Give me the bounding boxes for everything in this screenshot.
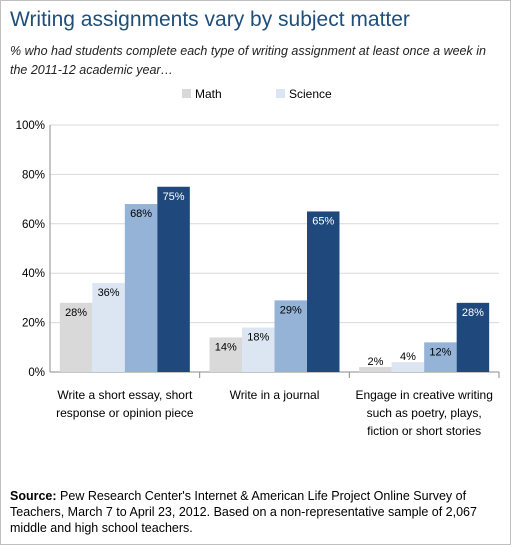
legend-swatch xyxy=(182,89,191,98)
y-tick-label: 80% xyxy=(22,169,45,181)
y-tick-label: 40% xyxy=(22,268,45,280)
legend-label: Science xyxy=(289,87,332,101)
bar xyxy=(307,211,340,372)
category-label: fiction or short stories xyxy=(367,424,481,438)
data-label: 75% xyxy=(163,191,185,203)
category-label: Write a short essay, short xyxy=(57,388,193,402)
category-label: such as poetry, plays, xyxy=(367,406,482,420)
bar xyxy=(359,367,392,372)
source-label: Source: xyxy=(10,489,57,503)
chart-subtitle: % who had students complete each type of… xyxy=(10,44,486,77)
bar xyxy=(92,283,125,372)
category-label: response or opinion piece xyxy=(56,406,194,420)
bar xyxy=(424,342,457,372)
y-tick-label: 0% xyxy=(28,367,45,379)
source-note: Source: Pew Research Center's Internet &… xyxy=(10,488,502,536)
bar xyxy=(59,302,93,372)
data-label: 28% xyxy=(462,307,484,319)
y-tick-label: 20% xyxy=(22,318,45,330)
bar xyxy=(157,186,190,372)
bar xyxy=(456,302,490,372)
bar xyxy=(274,300,307,372)
data-label: 65% xyxy=(312,215,334,227)
category-label: Write in a journal xyxy=(230,388,320,402)
data-label: 36% xyxy=(98,287,120,299)
bar-chart: 0% 20% 40% 60% 80% 100% 28% 36% 68% 75% Write a sh… xyxy=(16,87,500,438)
data-label: 12% xyxy=(429,346,451,358)
y-tick-label: 60% xyxy=(22,219,45,231)
data-label: 4% xyxy=(400,351,416,363)
data-label: 18% xyxy=(247,332,269,344)
data-label: 14% xyxy=(215,341,237,353)
chart-title: Writing assignments vary by subject matt… xyxy=(10,8,410,31)
bar xyxy=(242,327,275,372)
data-label: 28% xyxy=(65,307,87,319)
data-label: 68% xyxy=(130,208,152,220)
source-text: Pew Research Center's Internet & America… xyxy=(10,489,477,535)
bar xyxy=(391,362,425,372)
category-label: Engage in creative writing xyxy=(355,388,492,402)
data-label: 2% xyxy=(367,356,383,368)
y-tick-label: 100% xyxy=(16,120,45,132)
data-label: 29% xyxy=(280,304,302,316)
bar xyxy=(209,337,242,372)
bar xyxy=(124,204,158,372)
legend-swatch xyxy=(276,89,285,98)
legend-label: Math xyxy=(195,87,222,101)
